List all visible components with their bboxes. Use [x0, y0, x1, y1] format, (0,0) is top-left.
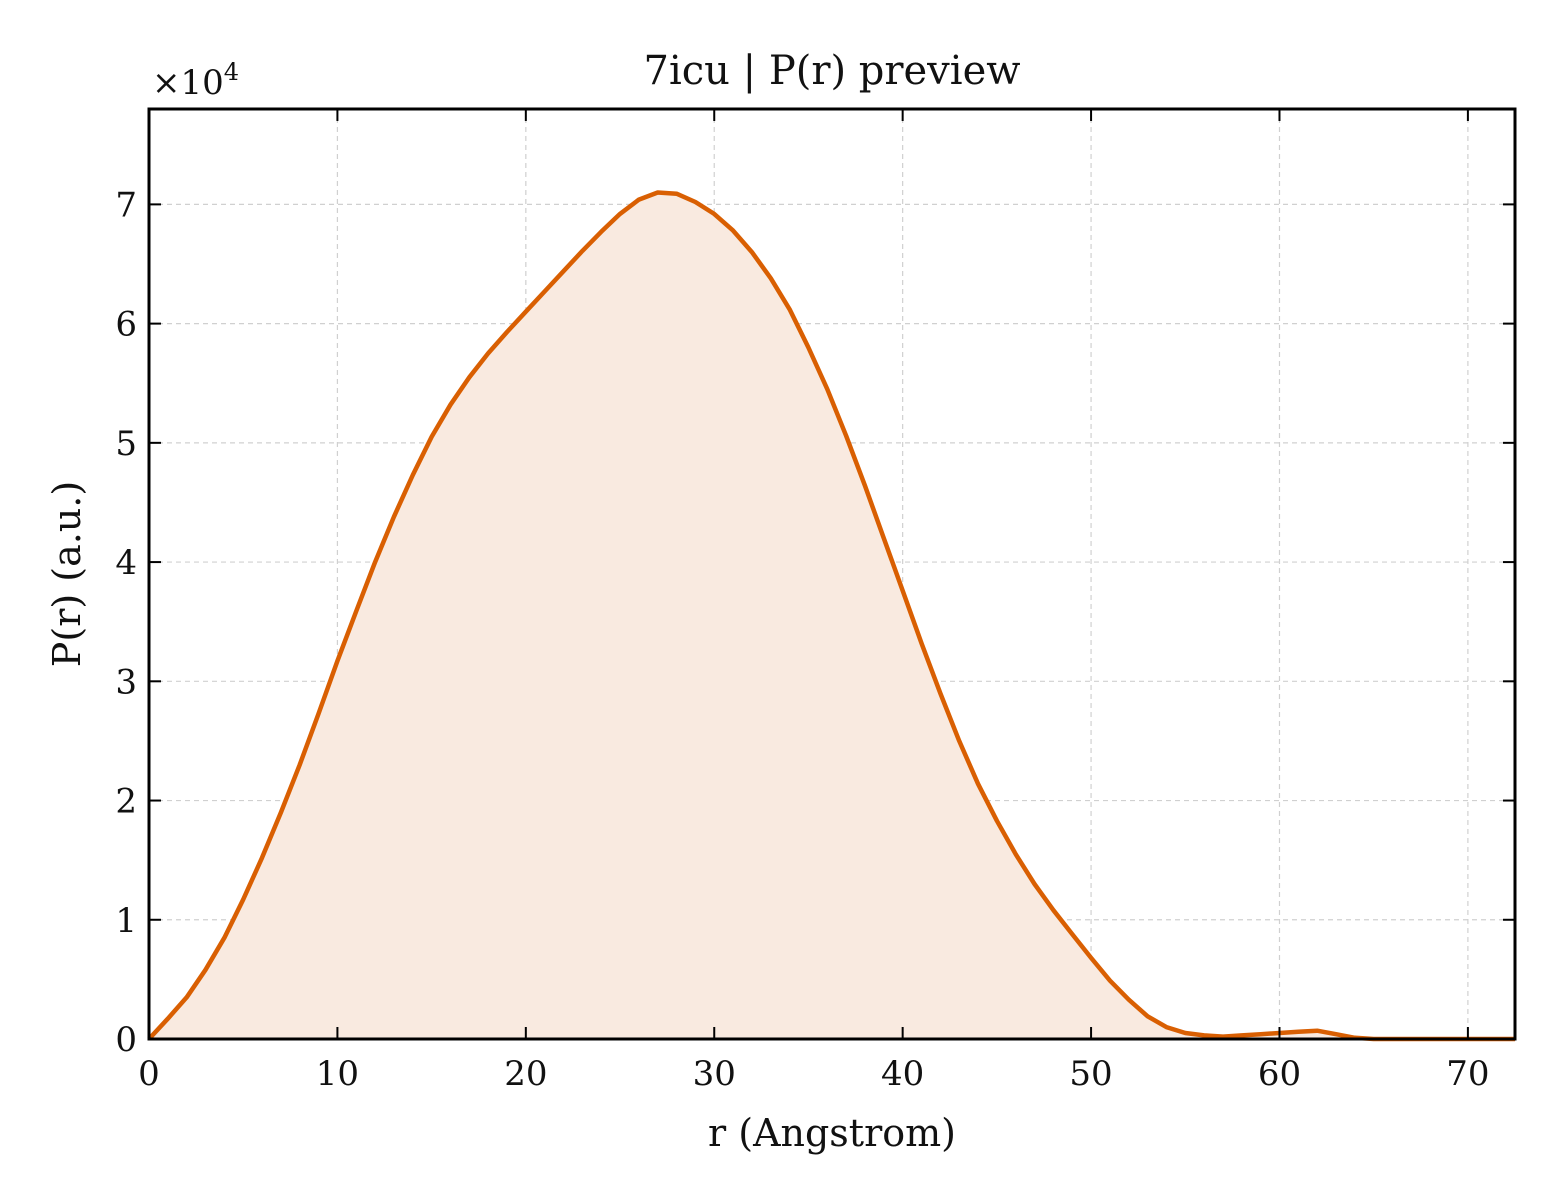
y-multiplier: ×104: [152, 58, 239, 103]
plot-frame: [147, 107, 1517, 1041]
y-multiplier-base: ×10: [152, 63, 224, 103]
x-tick-label: 50: [1069, 1054, 1112, 1094]
y-tick-label: 0: [115, 1020, 137, 1060]
y-tick-label: 6: [115, 305, 137, 345]
x-tick-label: 60: [1258, 1054, 1301, 1094]
chart-title: 7icu | P(r) preview: [644, 48, 1021, 94]
y-axis-label: P(r) (a.u.): [45, 481, 89, 667]
ticks: 0 10 20 30 40 50 60 70 0 1 2 3 4 5 6 7: [115, 109, 1515, 1094]
y-tick-label: 2: [115, 782, 137, 822]
y-tick-label: 5: [115, 424, 137, 464]
x-tick-label: 10: [316, 1054, 359, 1094]
x-tick-label: 40: [881, 1054, 924, 1094]
x-tick-label: 70: [1446, 1054, 1489, 1094]
y-multiplier-exponent: 4: [224, 58, 239, 86]
area-fill: [149, 192, 1515, 1039]
x-axis-label: r (Angstrom): [708, 1111, 956, 1155]
x-tick-label: 0: [138, 1054, 160, 1094]
y-tick-label: 3: [115, 662, 137, 702]
y-tick-label: 1: [115, 901, 137, 941]
x-tick-label: 30: [693, 1054, 736, 1094]
y-tick-label: 4: [115, 543, 137, 583]
x-tick-label: 20: [504, 1054, 547, 1094]
y-tick-label: 7: [115, 185, 137, 225]
